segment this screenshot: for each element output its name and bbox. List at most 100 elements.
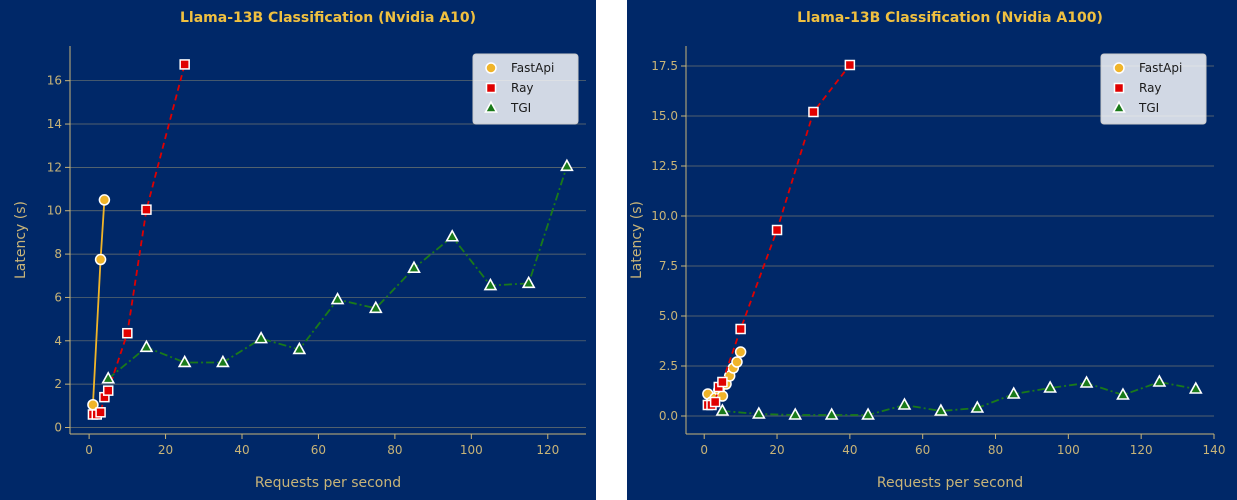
series-line-tgi bbox=[722, 381, 1196, 416]
y-tick-label: 14 bbox=[47, 117, 62, 131]
data-point-tgi bbox=[330, 291, 345, 305]
data-point-tgi bbox=[254, 330, 268, 344]
x-tick-label: 0 bbox=[85, 443, 93, 457]
data-point-tgi bbox=[560, 158, 574, 172]
y-tick-label: 0 bbox=[54, 420, 62, 434]
legend-marker-ray bbox=[1113, 82, 1125, 94]
data-point-tgi bbox=[715, 403, 730, 416]
x-tick-label: 120 bbox=[1130, 443, 1153, 457]
data-point-ray bbox=[844, 59, 856, 71]
x-tick-label: 120 bbox=[536, 443, 559, 457]
legend-marker-tgi bbox=[1112, 100, 1126, 113]
x-tick-label: 60 bbox=[311, 443, 326, 457]
data-point-tgi bbox=[139, 339, 154, 353]
data-point-ray bbox=[771, 224, 783, 236]
y-tick-label: 2.5 bbox=[659, 359, 678, 373]
data-point-tgi bbox=[788, 407, 803, 420]
chart-panel-a10: Llama-13B Classification (Nvidia A10) 0 2 4… bbox=[0, 0, 596, 500]
x-tick-label: 0 bbox=[700, 443, 708, 457]
data-point-tgi bbox=[1079, 375, 1094, 388]
x-tick-label: 100 bbox=[460, 443, 483, 457]
y-tick-label: 6 bbox=[54, 290, 62, 304]
x-axis-label: Requests per second bbox=[255, 475, 401, 491]
legend-label-fastapi: FastApi bbox=[1139, 61, 1182, 75]
y-axis-label: Latency (s) bbox=[629, 201, 645, 279]
y-tick-label: 0.0 bbox=[659, 409, 678, 423]
data-point-tgi bbox=[824, 407, 839, 420]
series-line-ray bbox=[92, 64, 186, 416]
data-point-fastapi bbox=[731, 356, 743, 368]
series-line-fastapi bbox=[92, 199, 106, 405]
legend-label-ray: Ray bbox=[1139, 81, 1162, 95]
chart-title: Llama-13B Classification (Nvidia A100) bbox=[797, 10, 1103, 26]
legend: FastApi Ray TGI bbox=[472, 53, 579, 125]
chart-a100: Llama-13B Classification (Nvidia A100) 0.… bbox=[629, 10, 1226, 491]
data-point-tgi bbox=[521, 275, 536, 289]
data-point-ray bbox=[179, 59, 190, 70]
y-tick-label: 10.0 bbox=[651, 209, 678, 223]
data-point-ray bbox=[95, 407, 106, 418]
y-tick-label: 2 bbox=[54, 377, 62, 391]
x-tick-label: 80 bbox=[988, 443, 1003, 457]
data-point-tgi bbox=[861, 407, 875, 420]
data-point-tgi bbox=[970, 400, 985, 413]
x-tick-label: 60 bbox=[915, 443, 930, 457]
chart-title: Llama-13B Classification (Nvidia A10) bbox=[180, 10, 476, 26]
legend-box bbox=[472, 53, 579, 125]
legend-marker-fastapi bbox=[1113, 62, 1125, 74]
y-tick-label: 17.5 bbox=[651, 59, 678, 73]
x-tick-label: 40 bbox=[234, 443, 249, 457]
data-point-tgi bbox=[1116, 387, 1130, 400]
data-point-tgi bbox=[1006, 386, 1021, 399]
legend-label-tgi: TGI bbox=[1138, 101, 1159, 115]
legend-marker-fastapi bbox=[485, 62, 497, 74]
data-point-fastapi bbox=[98, 194, 111, 206]
legend-label-ray: Ray bbox=[511, 81, 534, 95]
y-tick-label: 15.0 bbox=[651, 109, 678, 123]
legend-marker-tgi bbox=[484, 100, 498, 113]
y-axis-label: Latency (s) bbox=[13, 201, 29, 279]
legend-box bbox=[1100, 53, 1207, 125]
y-tick-label: 5.0 bbox=[659, 309, 678, 323]
legend: FastApi Ray TGI bbox=[1100, 53, 1207, 125]
data-point-ray bbox=[709, 396, 721, 408]
data-point-tgi bbox=[445, 229, 460, 242]
chart-a10: Llama-13B Classification (Nvidia A10) 0 2 4… bbox=[13, 10, 586, 491]
legend-label-fastapi: FastApi bbox=[511, 61, 554, 75]
x-tick-label: 20 bbox=[769, 443, 784, 457]
data-point-tgi bbox=[292, 341, 307, 355]
y-tick-label: 12.5 bbox=[651, 159, 678, 173]
data-point-tgi bbox=[897, 397, 912, 410]
data-point-tgi bbox=[751, 406, 766, 419]
data-point-tgi bbox=[407, 260, 421, 273]
data-point-tgi bbox=[1188, 381, 1203, 394]
y-tick-label: 8 bbox=[54, 247, 62, 261]
data-point-ray bbox=[717, 376, 728, 388]
data-point-tgi bbox=[1043, 380, 1057, 393]
series-line-tgi bbox=[107, 166, 568, 380]
series-tgi bbox=[101, 158, 574, 384]
y-tick-label: 7.5 bbox=[659, 259, 678, 273]
y-tick-label: 12 bbox=[47, 160, 62, 174]
x-tick-label: 140 bbox=[1203, 443, 1226, 457]
data-point-ray bbox=[141, 204, 152, 215]
x-tick-label: 40 bbox=[842, 443, 857, 457]
data-point-tgi bbox=[1152, 374, 1167, 387]
y-tick-label: 10 bbox=[47, 204, 62, 218]
data-point-tgi bbox=[216, 354, 230, 368]
x-axis-label: Requests per second bbox=[877, 475, 1023, 491]
data-point-tgi bbox=[934, 403, 948, 416]
data-point-tgi bbox=[177, 354, 192, 368]
data-point-ray bbox=[122, 327, 133, 339]
data-point-ray bbox=[735, 323, 746, 335]
y-tick-label: 4 bbox=[54, 334, 62, 348]
series-ray bbox=[702, 59, 856, 411]
x-tick-label: 80 bbox=[387, 443, 402, 457]
data-point-tgi bbox=[368, 300, 383, 314]
legend-marker-ray bbox=[485, 82, 497, 94]
data-point-ray bbox=[102, 385, 114, 396]
x-tick-label: 20 bbox=[158, 443, 173, 457]
data-point-tgi bbox=[101, 371, 116, 384]
data-point-fastapi bbox=[94, 253, 107, 266]
data-point-ray bbox=[808, 106, 819, 118]
